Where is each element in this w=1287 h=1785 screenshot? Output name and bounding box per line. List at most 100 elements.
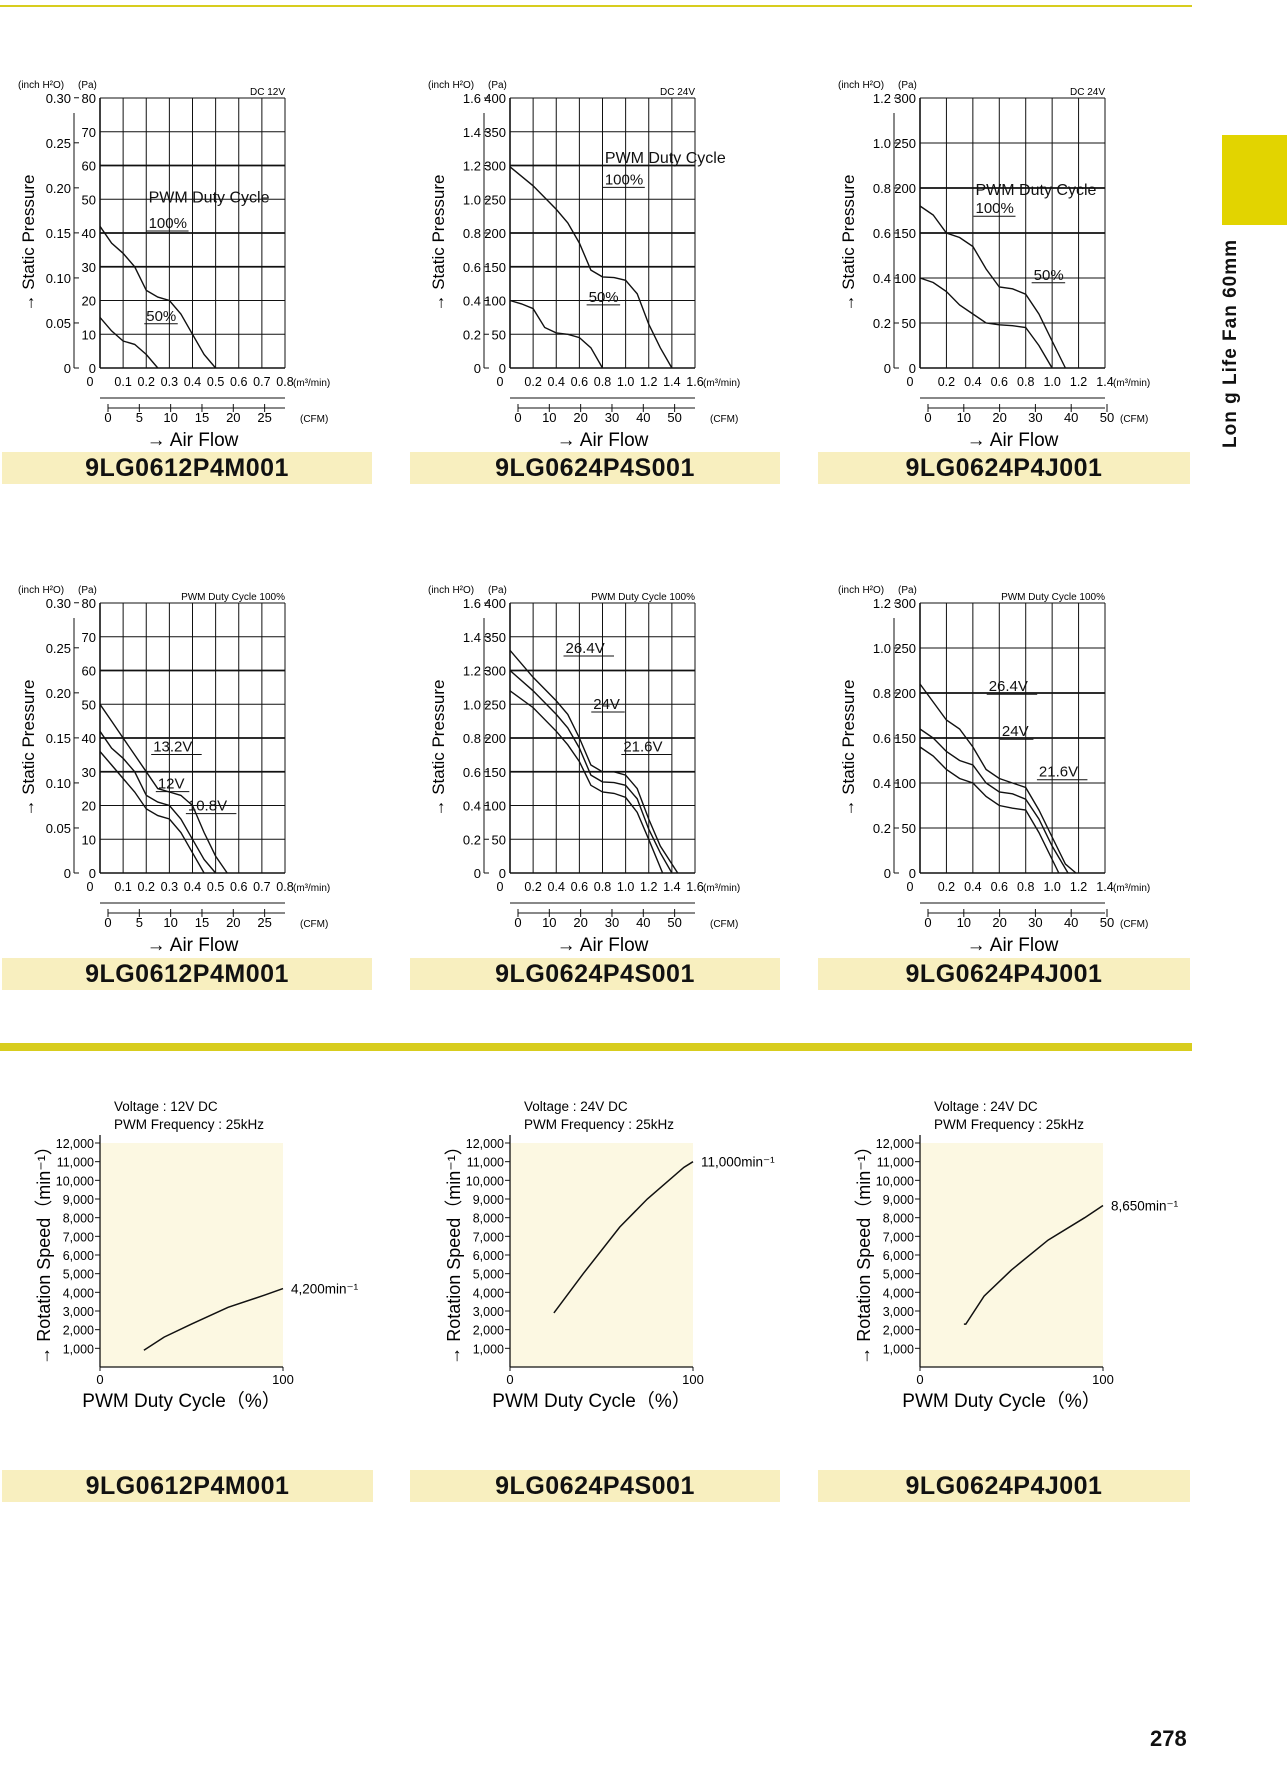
cfm-tick-label: 30: [605, 410, 619, 425]
y-tick-label-pa: 40: [82, 731, 96, 746]
x-tick-label: 100: [682, 1372, 704, 1387]
y-tick-label-pa: 250: [484, 697, 506, 712]
x-axis-label: → Air Flow: [557, 935, 649, 956]
cfm-tick-label: 10: [957, 410, 971, 425]
y-tick-label-inch: 0.25: [46, 641, 71, 656]
y-tick-label-pa: 80: [82, 91, 96, 106]
x-axis-label: → Air Flow: [557, 430, 649, 451]
series-line-speed: [553, 1161, 694, 1314]
pa-unit-label: (Pa): [898, 585, 917, 596]
cfm-tick-label: 20: [573, 915, 587, 930]
x-unit-label: (m³/min): [1113, 883, 1150, 894]
y-tick-label-pa: 10: [82, 832, 96, 847]
y-tick-label-pa: 100: [894, 776, 916, 791]
y-tick-label: 2,000: [473, 1324, 504, 1338]
y-tick-label-pa: 250: [894, 641, 916, 656]
series-label: 100%: [605, 171, 643, 188]
cfm-tick-label: 50: [667, 410, 681, 425]
y-tick-label-inch: 0.05: [46, 821, 71, 836]
y-tick-label-inch: 0.8: [873, 686, 891, 701]
y-tick-label: 5,000: [473, 1268, 504, 1282]
voltage-label: Voltage : 24V DC: [524, 1099, 628, 1114]
y-tick-label-pa: 0: [89, 866, 96, 881]
y-tick-label-pa: 100: [484, 294, 506, 309]
model-label: 9LG0624P4S001: [410, 1470, 780, 1502]
x-tick-label: 1.4: [1096, 880, 1113, 894]
y-axis-label: → Static Pressure: [19, 680, 38, 817]
x-axis-label: PWM Duty Cycle（%）: [82, 1390, 280, 1412]
series-label: 21.6V: [623, 739, 662, 756]
x-axis-label: → Air Flow: [967, 430, 1059, 451]
cfm-tick-label: 10: [542, 410, 556, 425]
cfm-tick-label: 0: [924, 915, 931, 930]
y-tick-label-pa: 300: [484, 159, 506, 174]
y-tick-label-inch: 0.4: [463, 294, 481, 309]
model-label: 9LG0624P4J001: [818, 452, 1190, 484]
y-tick-label-inch: 0: [884, 866, 891, 881]
plot-background: [100, 1143, 283, 1367]
cfm-tick-label: 40: [636, 410, 650, 425]
y-tick-label-pa: 20: [82, 799, 96, 814]
x-tick-label: 0: [506, 1372, 513, 1387]
x-axis-label: → Air Flow: [147, 430, 239, 451]
x-tick-label: 0: [916, 1372, 923, 1387]
y-tick-label-inch: 0.10: [46, 776, 71, 791]
x-tick-label: 1.0: [617, 880, 634, 894]
series-label: PWM Duty Cycle: [976, 182, 1097, 199]
y-tick-label: 3,000: [883, 1305, 914, 1319]
series-line-100: [509, 166, 673, 369]
chart-3: (inch H²O) (Pa)DC 24V3002502001501005001.…: [838, 80, 1150, 451]
y-tick-label: 1,000: [63, 1342, 94, 1356]
x-tick-label: 0.4: [184, 880, 201, 894]
cfm-tick-label: 20: [226, 915, 240, 930]
x-tick-label: 0.8: [594, 375, 611, 389]
y-tick-label-pa: 200: [894, 686, 916, 701]
y-tick-label: 10,000: [876, 1174, 914, 1188]
cfm-tick-label: 0: [924, 410, 931, 425]
cfm-tick-label: 15: [195, 915, 209, 930]
y-tick-label-inch: 0.30: [46, 91, 71, 106]
x-tick-label: 0.8: [1017, 880, 1034, 894]
y-tick-label: 3,000: [63, 1305, 94, 1319]
x-tick-label: 1.6: [686, 880, 703, 894]
series-label: 50%: [1034, 267, 1064, 284]
x-tick-label: 0.1: [114, 375, 131, 389]
y-tick-label: 5,000: [63, 1268, 94, 1282]
y-tick-label: 4,000: [63, 1286, 94, 1300]
x-unit-label: (m³/min): [703, 883, 740, 894]
x-tick-label: 0.5: [207, 375, 224, 389]
x-tick-label: 1.2: [1070, 880, 1087, 894]
model-label: 9LG0624P4S001: [410, 958, 780, 990]
end-value-label: 4,200min⁻¹: [291, 1282, 359, 1297]
y-tick-label-inch: 0: [64, 866, 71, 881]
cfm-tick-label: 30: [1028, 410, 1042, 425]
y-tick-label: 6,000: [883, 1249, 914, 1263]
y-tick-label-inch: 1.0: [873, 641, 891, 656]
page-number: 278: [1150, 1726, 1187, 1751]
x-tick-label: 0.4: [548, 375, 565, 389]
y-tick-label-inch: 1.6: [463, 596, 481, 611]
series-label: 50%: [589, 289, 619, 306]
y-tick-label-inch: 1.2: [873, 91, 891, 106]
y-axis-label: → Static Pressure: [429, 680, 448, 817]
series-line-264V: [919, 683, 1077, 874]
y-tick-label: 1,000: [883, 1342, 914, 1356]
x-tick-label: 0.4: [964, 375, 981, 389]
x-tick-label: 0: [96, 1372, 103, 1387]
y-tick-label: 10,000: [466, 1174, 504, 1188]
y-tick-label-inch: 0: [884, 361, 891, 376]
y-tick-label-pa: 150: [484, 765, 506, 780]
x-unit-label: (m³/min): [1113, 378, 1150, 389]
plot-background: [920, 1143, 1103, 1367]
x-tick-label: 100: [1092, 1372, 1114, 1387]
chart-annotation: DC 12V: [250, 87, 285, 98]
x-unit-label: (m³/min): [703, 378, 740, 389]
series-line-24V: [919, 728, 1069, 874]
y-tick-label-inch: 0.6: [873, 731, 891, 746]
x-tick-label: 1.0: [617, 375, 634, 389]
y-tick-label-inch: 0: [64, 361, 71, 376]
pa-unit-label: (Pa): [898, 80, 917, 91]
x-tick-label: 0.8: [276, 880, 293, 894]
series-line-264V: [509, 649, 679, 874]
chart-annotation: DC 24V: [1070, 87, 1105, 98]
